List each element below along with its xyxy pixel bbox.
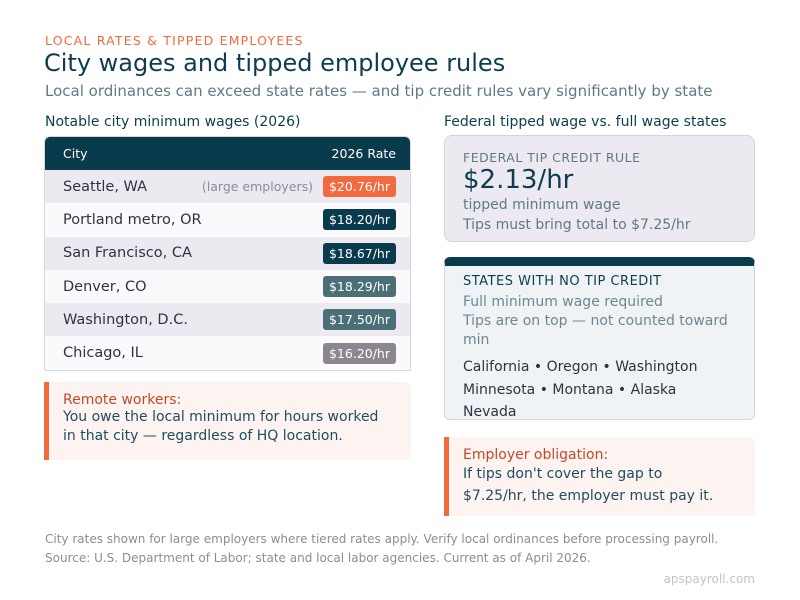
card-text: Tips must bring total to $7.25/hr [463,217,691,233]
city-name: Chicago, IL [63,345,143,362]
table-row: Portland metro, OR $18.20/hr [45,203,410,237]
states-line: Minnesota • Montana • Alaska [463,381,677,398]
callout-body-line: in that city — regardless of HQ location… [63,428,343,444]
table-row: Washington, D.C. $17.50/hr [45,303,410,337]
table-row: San Francisco, CA $18.67/hr [45,236,410,270]
remote-workers-callout: Remote workers: You owe the local minimu… [44,382,411,460]
card-label: STATES WITH NO TIP CREDIT [463,274,662,289]
card-label: FEDERAL TIP CREDIT RULE [463,150,641,165]
rate-badge: $20.76/hr [322,176,396,198]
rate-badge: $16.20/hr [322,342,396,364]
city-name: Portland metro, OR [63,211,202,228]
card-text: tipped minimum wage [463,197,621,213]
page-title: City wages and tipped employee rules [44,49,506,77]
footnote: City rates shown for large employers whe… [45,530,718,567]
rate-badge: $18.67/hr [322,242,396,264]
no-tip-credit-card: STATES WITH NO TIP CREDIT Full minimum w… [444,257,755,420]
tipped-wage-amount: $2.13/hr [463,165,574,195]
column-header-city: City [63,146,88,161]
city-name: Seattle, WA [63,178,148,195]
page-subtitle: Local ordinances can exceed state rates … [45,82,713,100]
card-text: Full minimum wage required [463,294,663,310]
footnote-line: Source: U.S. Department of Labor; state … [45,550,591,565]
city-name: Washington, D.C. [63,311,188,328]
table-header: City 2026 Rate [45,137,410,170]
column-header-rate: 2026 Rate [331,146,396,161]
employer-obligation-callout: Employer obligation: If tips don't cover… [444,437,755,516]
callout-heading: Employer obligation: [463,447,609,463]
card-text: Tips are on top — not counted toward min [463,313,728,348]
table-row: Seattle, WA (large employers) $20.76/hr [45,170,410,204]
callout-body-line: You owe the local minimum for hours work… [63,409,379,425]
callout-body-line: $7.25/hr, the employer must pay it. [463,488,714,504]
rate-badge: $18.20/hr [322,209,396,231]
city-wages-table: City 2026 Rate Seattle, WA (large employ… [44,136,411,371]
table-row: Denver, CO $18.29/hr [45,269,410,304]
states-list: California • Oregon • Washington Minneso… [463,356,736,424]
city-note: (large employers) [201,179,313,195]
rate-badge: $17.50/hr [322,309,396,331]
callout-heading: Remote workers: [63,392,182,408]
rate-badge: $18.29/hr [322,276,396,298]
states-line: Nevada [463,404,517,420]
callout-body-line: If tips don't cover the gap to [463,466,663,482]
city-name: San Francisco, CA [63,245,192,262]
brand-watermark: apspayroll.com [663,572,755,586]
states-line: California • Oregon • Washington [463,359,698,375]
footnote-line: City rates shown for large employers whe… [45,532,719,546]
federal-tip-credit-card: FEDERAL TIP CREDIT RULE $2.13/hr tipped … [444,135,755,242]
city-name: Denver, CO [63,278,147,295]
tipped-section-label: Federal tipped wage vs. full wage states [444,114,727,130]
city-wages-section-label: Notable city minimum wages (2026) [45,114,301,130]
eyebrow-label: LOCAL RATES & TIPPED EMPLOYEES [45,33,304,48]
table-row: Chicago, IL $16.20/hr [45,336,410,370]
